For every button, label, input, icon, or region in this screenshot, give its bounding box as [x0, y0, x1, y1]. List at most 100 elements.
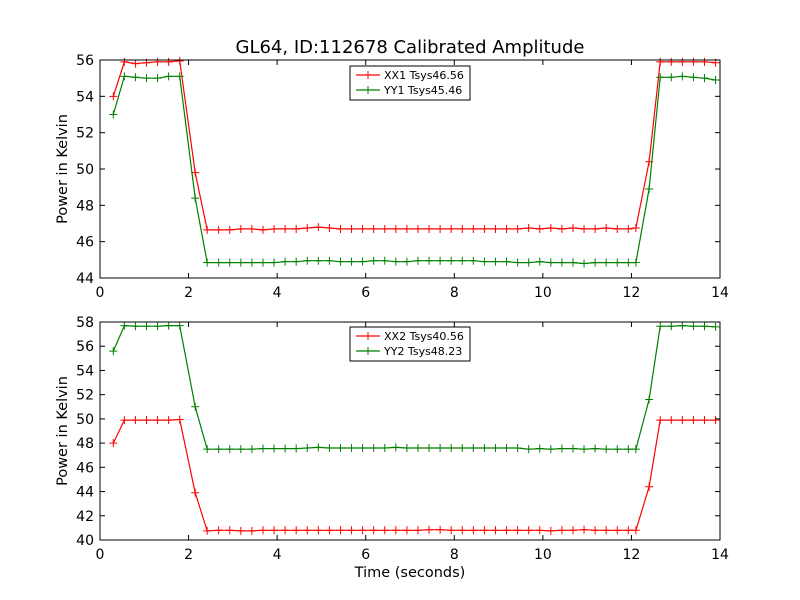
data-point — [413, 526, 422, 535]
data-point — [469, 526, 478, 535]
figure-title: GL64, ID:112678 Calibrated Amplitude — [236, 37, 585, 58]
data-point — [203, 526, 212, 535]
data-point — [336, 443, 345, 452]
data-point — [109, 439, 118, 448]
data-point — [645, 482, 654, 491]
data-point — [109, 347, 118, 356]
data-point — [402, 526, 411, 535]
data-point — [325, 526, 334, 535]
data-point — [153, 416, 162, 425]
data-point — [591, 444, 600, 453]
data-point — [469, 224, 478, 233]
data-point — [447, 443, 456, 452]
data-point — [689, 73, 698, 82]
data-point — [667, 416, 676, 425]
y-tick-label: 42 — [76, 509, 94, 525]
data-point — [678, 72, 687, 81]
y-tick-label: 44 — [76, 271, 94, 287]
data-point — [447, 526, 456, 535]
data-point — [347, 224, 356, 233]
data-point — [711, 416, 720, 425]
data-point — [502, 526, 511, 535]
legend-entry: YY1 Tsys45.46 — [383, 84, 462, 97]
data-point — [236, 258, 245, 267]
data-point — [700, 322, 709, 331]
data-point — [480, 526, 489, 535]
data-point — [602, 445, 611, 454]
data-point — [631, 445, 640, 454]
data-point — [568, 526, 577, 535]
data-point — [580, 224, 589, 233]
data-point — [225, 526, 234, 535]
data-point — [270, 224, 279, 233]
data-point — [131, 416, 140, 425]
data-point — [391, 526, 400, 535]
data-point — [624, 224, 633, 233]
data-point — [591, 258, 600, 267]
x-tick-label: 4 — [273, 547, 282, 563]
data-point — [175, 415, 184, 424]
y-tick-label: 48 — [76, 198, 94, 214]
data-point — [380, 443, 389, 452]
data-point — [568, 224, 577, 233]
data-point — [656, 322, 665, 331]
data-point — [203, 445, 212, 454]
data-point — [247, 258, 256, 267]
x-tick-label: 8 — [450, 547, 459, 563]
data-point — [247, 526, 256, 535]
data-point — [546, 445, 555, 454]
data-point — [325, 224, 334, 233]
data-point — [142, 322, 151, 331]
data-point — [358, 224, 367, 233]
data-point — [236, 526, 245, 535]
y-tick-label: 40 — [76, 533, 94, 549]
x-tick-label: 2 — [184, 285, 193, 301]
data-point — [711, 322, 720, 331]
data-point — [502, 443, 511, 452]
data-point — [436, 224, 445, 233]
data-point — [447, 256, 456, 265]
data-point — [191, 488, 200, 497]
data-point — [303, 443, 312, 452]
data-point — [631, 258, 640, 267]
data-point — [413, 224, 422, 233]
data-point — [347, 526, 356, 535]
data-point — [458, 224, 467, 233]
data-point — [120, 416, 129, 425]
data-point — [645, 184, 654, 193]
data-point — [535, 444, 544, 453]
data-point — [131, 73, 140, 82]
data-point — [524, 258, 533, 267]
data-point — [391, 224, 400, 233]
y-tick-label: 56 — [76, 53, 94, 69]
data-point — [391, 257, 400, 266]
data-point — [292, 444, 301, 453]
y-tick-label: 58 — [76, 315, 94, 331]
x-tick-label: 2 — [184, 547, 193, 563]
x-tick-label: 10 — [534, 285, 552, 301]
y-tick-label: 44 — [76, 485, 94, 501]
data-point — [602, 258, 611, 267]
data-point — [120, 57, 129, 66]
data-point — [491, 443, 500, 452]
data-point — [667, 322, 676, 331]
data-point — [314, 443, 323, 452]
data-point — [303, 224, 312, 233]
data-point — [524, 445, 533, 454]
data-point — [667, 73, 676, 82]
y-axis-label: Power in Kelvin — [55, 114, 71, 224]
data-point — [175, 56, 184, 65]
data-point — [546, 258, 555, 267]
x-tick-label: 14 — [711, 285, 729, 301]
data-point — [546, 526, 555, 535]
data-point — [142, 416, 151, 425]
data-point — [425, 224, 434, 233]
data-point — [164, 72, 173, 81]
data-point — [613, 224, 622, 233]
data-point — [292, 526, 301, 535]
legend-box — [349, 326, 471, 362]
legend-entry: XX2 Tsys40.56 — [384, 330, 464, 343]
data-point — [700, 416, 709, 425]
data-point — [491, 257, 500, 266]
data-point — [391, 443, 400, 452]
